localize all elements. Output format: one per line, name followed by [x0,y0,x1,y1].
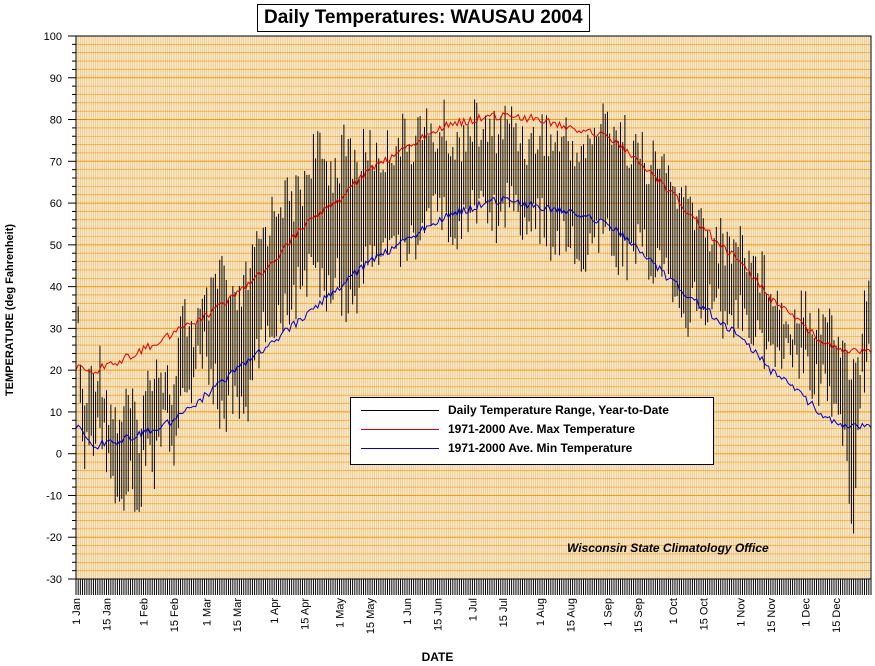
legend-label-range: Daily Temperature Range, Year-to-Date [448,403,669,417]
source-credit: Wisconsin State Climatology Office [567,541,769,555]
x-tick-label: 15 May [365,598,377,635]
y-tick-label: 40 [50,282,62,294]
x-tick-label: 1 Mar [202,598,214,626]
x-tick-label: 15 Sep [633,598,645,633]
legend-item-min: 1971-2000 Ave. Min Temperature [361,440,711,458]
y-tick-label: 80 [50,115,62,127]
x-tick-label: 15 Jun [433,598,445,631]
x-tick-label: 15 Mar [232,598,244,633]
x-tick-label: 15 Nov [766,598,778,633]
y-tick-label: 50 [50,240,62,252]
x-tick-label: 1 Nov [735,598,747,627]
x-tick-label: 1 Feb [139,598,151,626]
y-tick-label: 20 [50,365,62,377]
x-tick-label: 1 Sep [602,598,614,627]
plot-area [76,36,871,579]
legend-item-max: 1971-2000 Ave. Max Temperature [361,421,711,439]
x-tick-label: 1 Oct [668,598,680,624]
legend-swatch-min [361,448,439,449]
x-tick-label: 1 Apr [269,598,281,624]
plot-border [75,35,872,580]
y-axis-label: TEMPERATURE (deg Fahrenheit) [4,223,16,397]
y-axis: -30 -20 -10 0 10 20 30 40 50 60 70 80 90 100 [44,31,76,586]
y-tick-label: 100 [44,31,62,43]
y-tick-label: -20 [46,532,62,544]
x-tick-label: 1 Jun [402,598,414,625]
x-tick-label: 1 Jul [467,598,479,621]
x-axis: 1 Jan 15 Jan 1 Feb 15 Feb 1 Mar 15 Mar 1 Apr 15… [71,579,872,635]
x-tick-label: 15 Aug [565,598,577,632]
chart-title: Daily Temperatures: WAUSAU 2004 [257,4,590,32]
legend-label-max: 1971-2000 Ave. Max Temperature [448,422,635,436]
x-tick-label: 1 Jan [71,598,83,625]
x-axis-label: DATE [421,650,454,664]
x-tick-label: 15 Dec [831,598,843,633]
y-tick-label: -10 [46,490,62,502]
avg-min-line [75,195,872,450]
x-tick-label: 15 Jul [498,598,510,627]
legend-label-min: 1971-2000 Ave. Min Temperature [448,441,633,455]
x-tick-label: 15 Apr [300,598,312,630]
y-tick-label: 0 [56,449,62,461]
x-tick-label: 15 Feb [169,598,181,632]
legend-swatch-range [361,410,439,411]
x-tick-label: 15 Oct [698,598,710,630]
y-tick-label: 60 [50,198,62,210]
legend-item-range: Daily Temperature Range, Year-to-Date [361,402,711,420]
avg-max-line [75,111,872,375]
y-tick-label: 90 [50,73,62,85]
y-tick-label: 70 [50,156,62,168]
legend-swatch-max [361,429,439,430]
x-tick-label: 1 Aug [535,598,547,626]
x-tick-label: 15 Jan [101,598,113,631]
y-tick-label: 10 [50,407,62,419]
y-tick-label: 30 [50,323,62,335]
x-tick-label: 1 Dec [801,598,813,627]
y-tick-label: -30 [46,574,62,586]
legend: Daily Temperature Range, Year-to-Date 19… [350,397,714,465]
x-tick-label: 1 May [335,598,347,628]
